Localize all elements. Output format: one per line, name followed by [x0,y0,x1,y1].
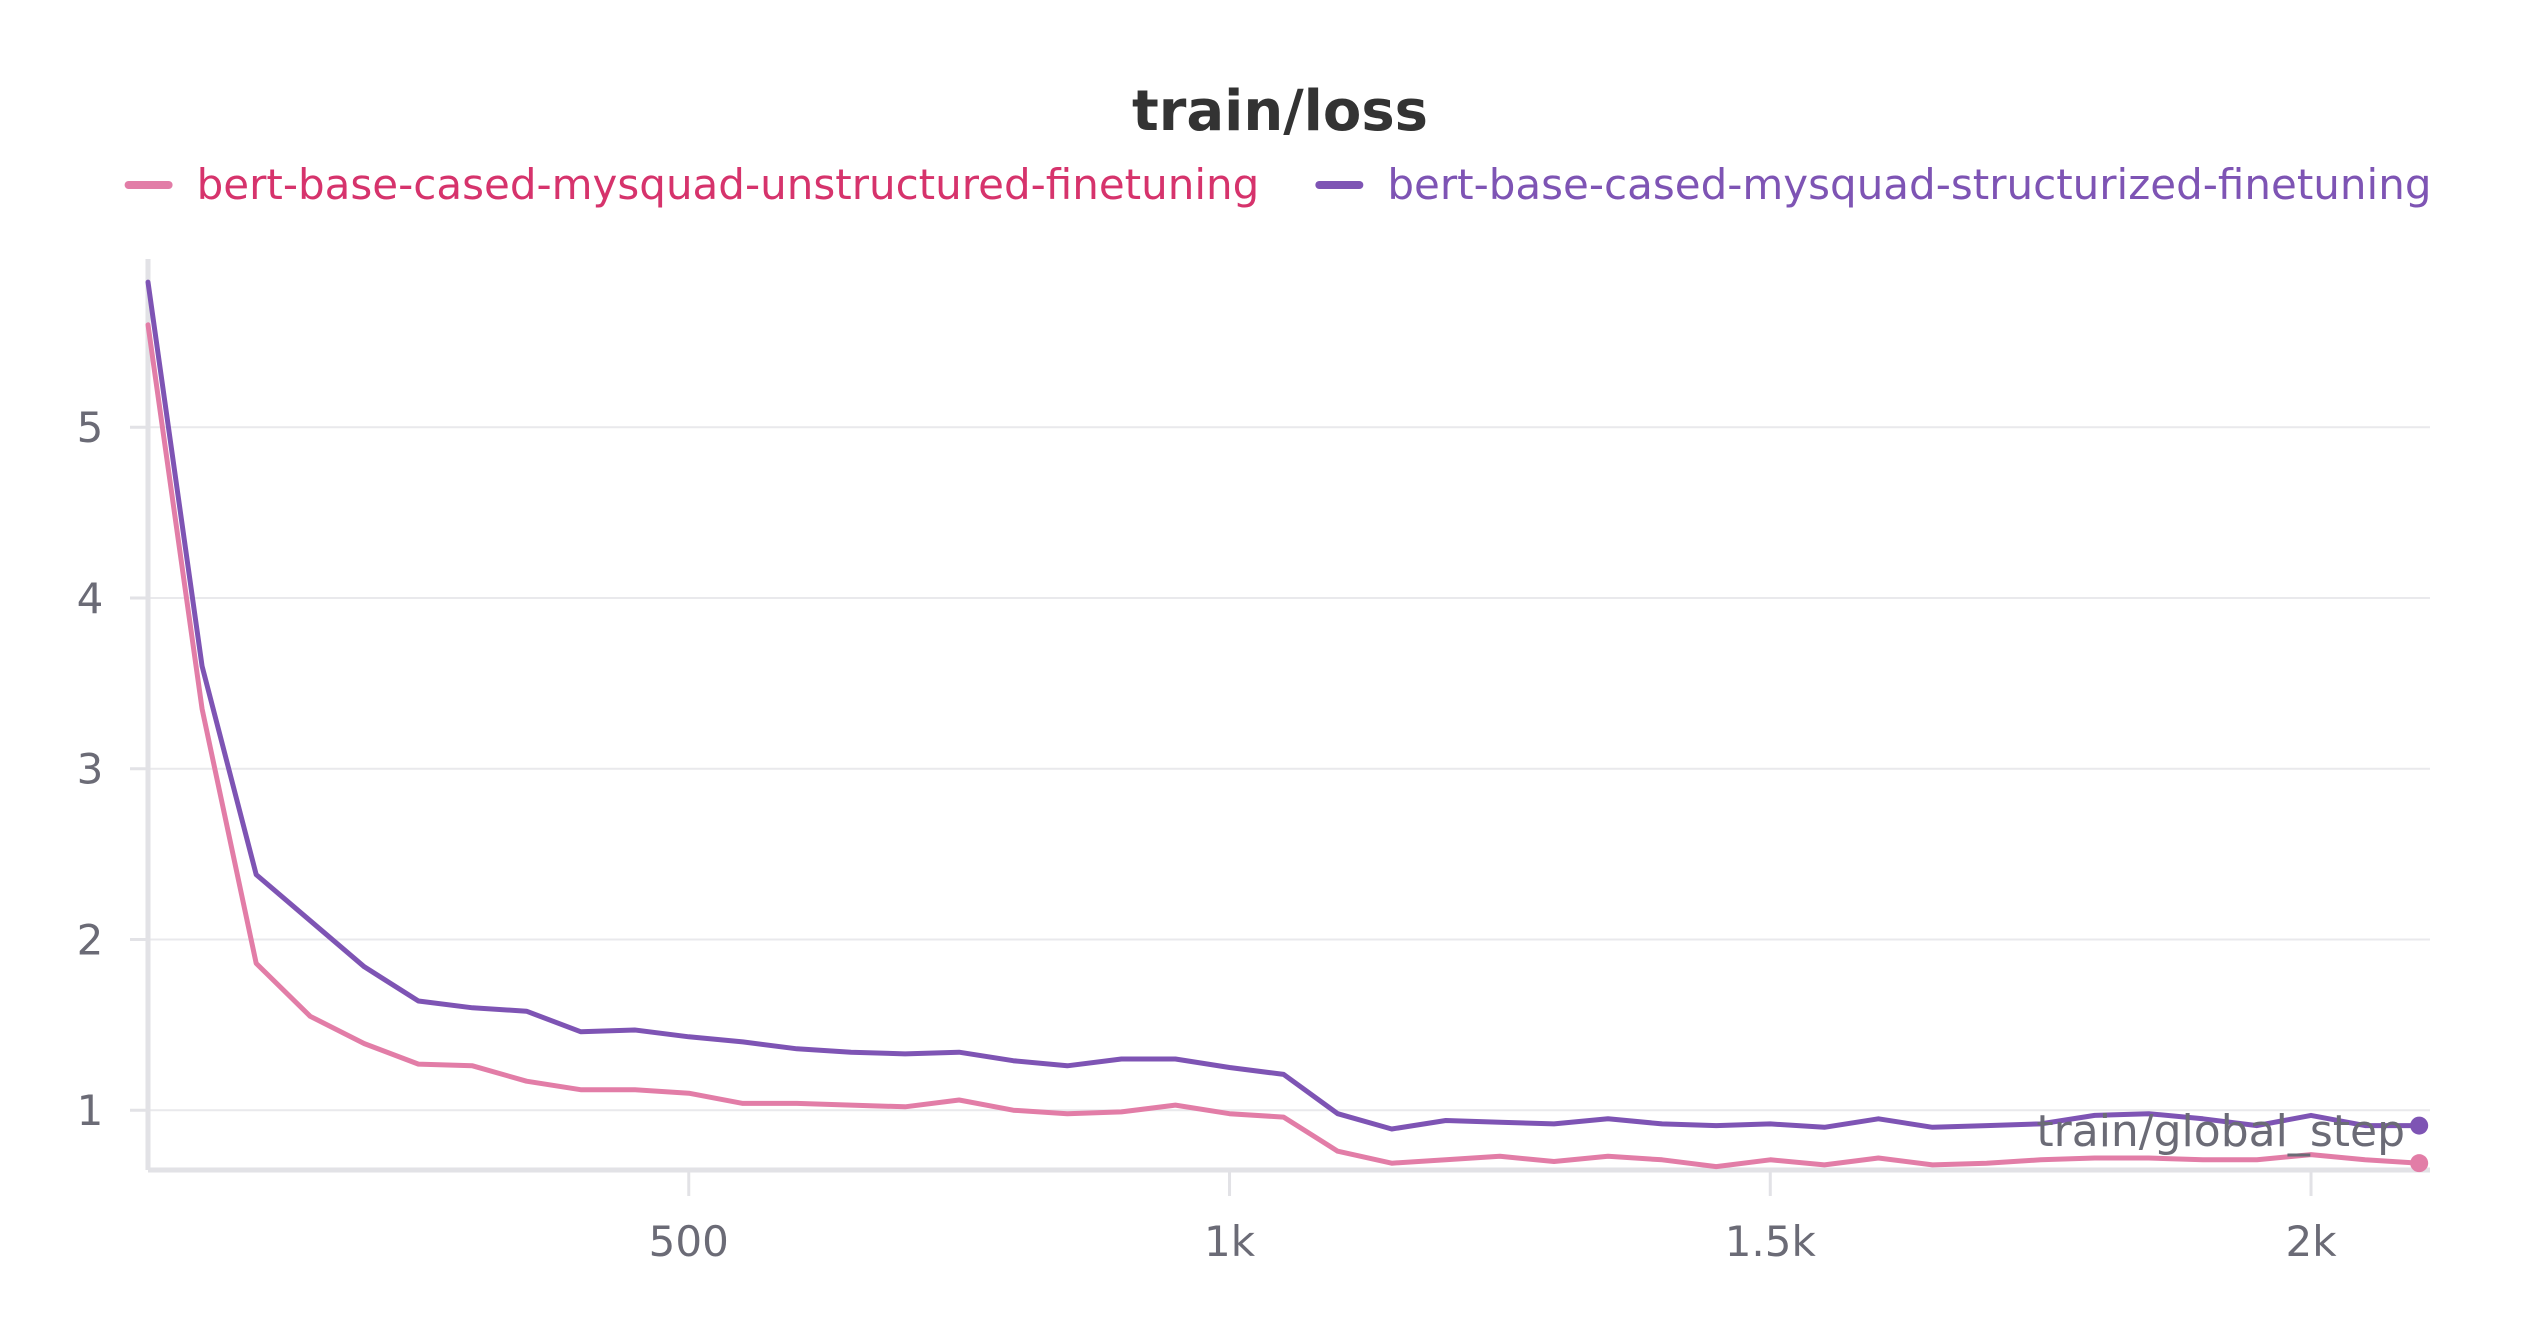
y-tick-label: 5 [77,403,104,452]
y-tick-label: 1 [77,1086,104,1135]
grid [148,426,2430,1112]
series-end-point-1 [2410,1116,2429,1135]
series-group [145,279,2429,1173]
x-tick-label: 500 [649,1217,729,1266]
series-line-1 [145,279,2422,1132]
legend-label-0[interactable]: bert-base-cased-mysquad-unstructured-fin… [197,160,1260,209]
y-tick-label: 4 [77,574,104,623]
chart-title: train/loss [1132,79,1428,144]
y-tick-label: 3 [77,745,104,794]
x-tick-label: 1.5k [1725,1217,1817,1266]
series-line-0 [145,322,2422,1170]
x-tick-label: 1k [1204,1217,1256,1266]
series-end-point-0 [2410,1154,2429,1173]
x-tick-label: 2k [2286,1217,2338,1266]
axes: 1 2 3 4 5 500 1k 1.5k 2k [77,259,2430,1266]
legend: bert-base-cased-mysquad-unstructured-fin… [124,160,2431,209]
y-tick-label: 2 [77,915,104,964]
x-axis-label: train/global_step [2036,1106,2405,1157]
legend-label-1[interactable]: bert-base-cased-mysquad-structurized-fin… [1387,160,2431,209]
